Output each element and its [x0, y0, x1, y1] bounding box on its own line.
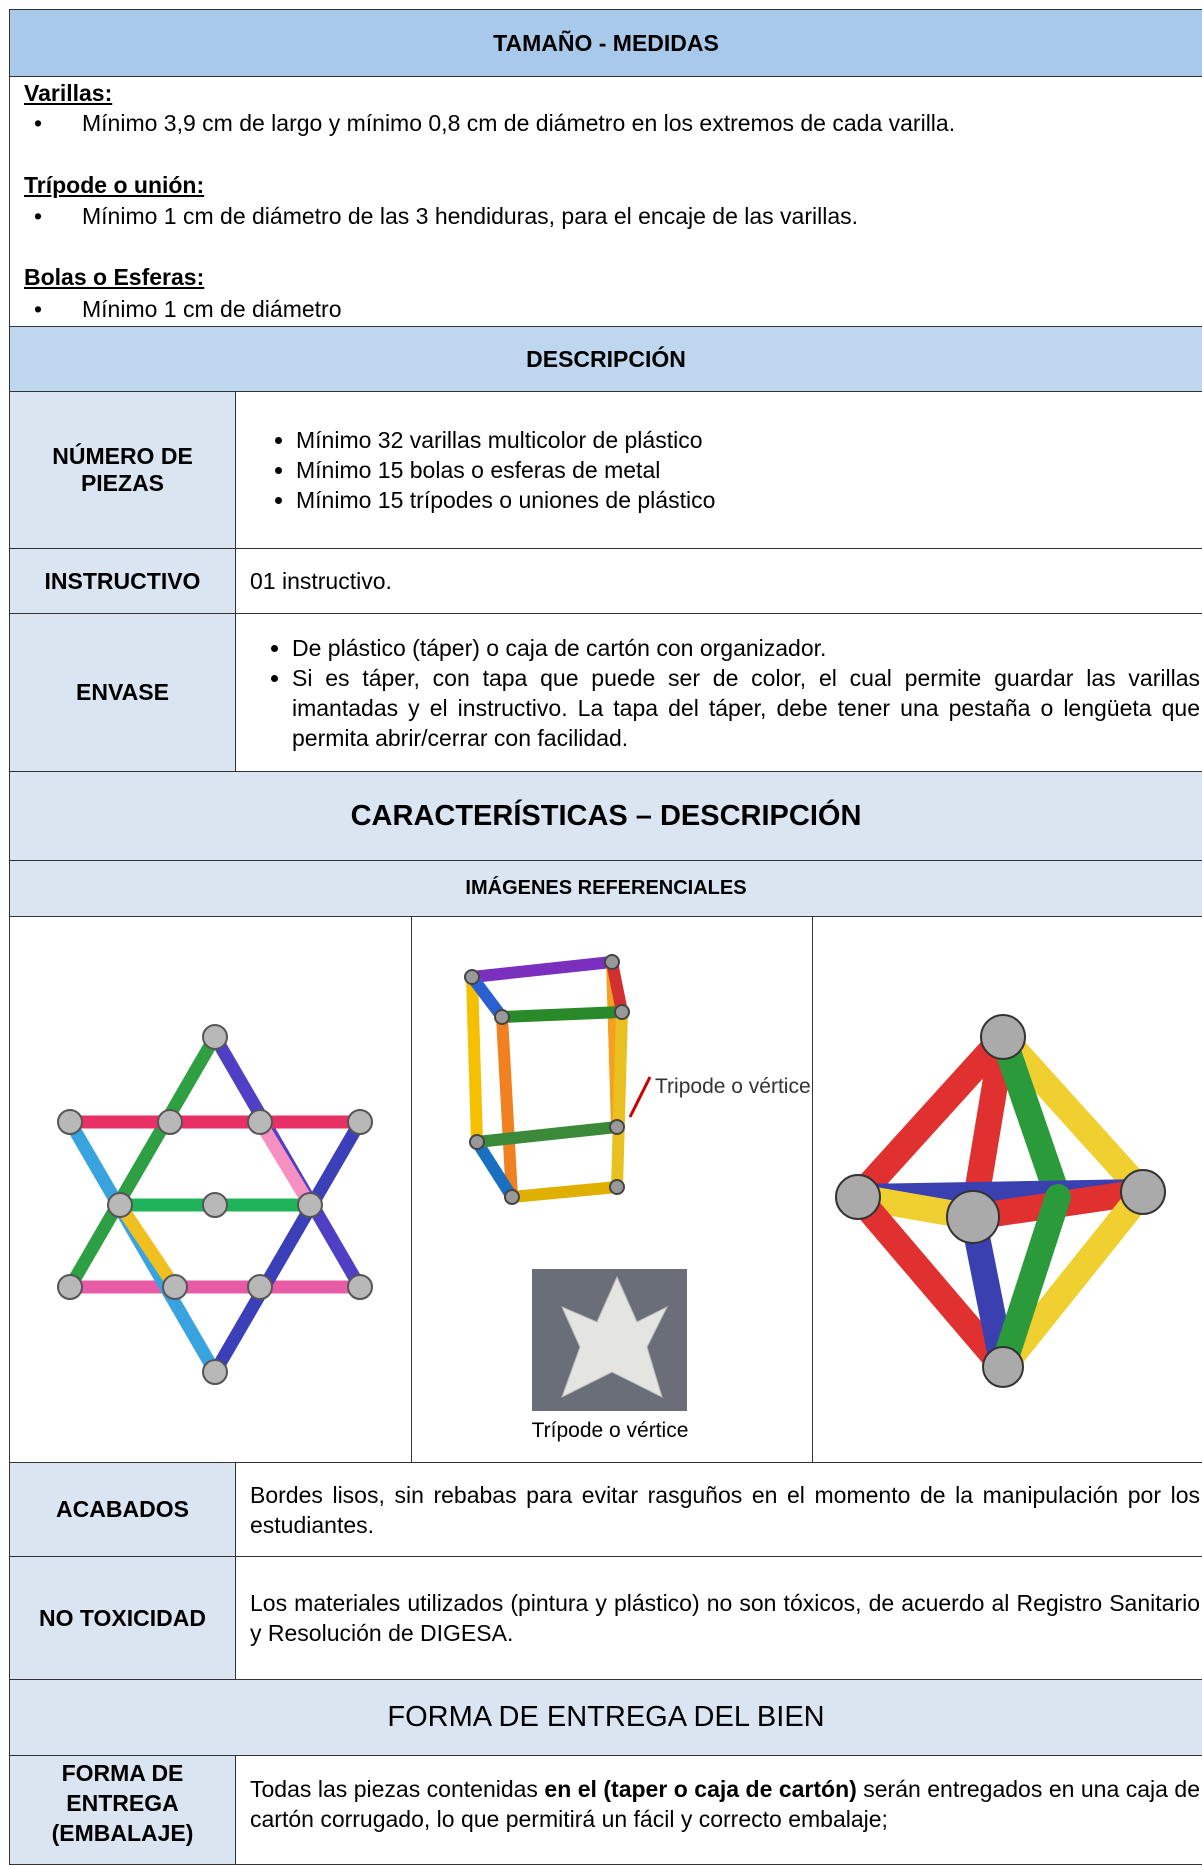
text-run: Todas las piezas contenidas: [250, 1776, 545, 1802]
image-cell: [9, 916, 412, 1463]
list-item: Mínimo 3,9 cm de largo y mínimo 0,8 cm d…: [34, 110, 955, 137]
image-cell: [812, 916, 1202, 1463]
group-heading: Varillas:: [24, 80, 113, 106]
row-text: Todas las piezas contenidas en el (taper…: [250, 1774, 1200, 1834]
star-image: [57, 1024, 373, 1385]
section-header: DESCRIPCIÓN: [9, 326, 1202, 392]
row-content: Bordes lisos, sin rebabas para evitar ra…: [235, 1462, 1202, 1557]
text-run: serán entregados en una caja de cartón c…: [250, 1776, 1200, 1832]
row-text: Bordes lisos, sin rebabas para evitar ra…: [250, 1481, 1200, 1538]
image-cell: Tripode o vértice Trípode o vértice: [411, 916, 813, 1463]
section-header: TAMAÑO - MEDIDAS: [9, 9, 1202, 77]
row-label: FORMA DE ENTREGA (EMBALAJE): [9, 1755, 236, 1865]
cube-image: Tripode o vértice Trípode o vértice: [464, 954, 811, 1442]
section-header: CARACTERÍSTICAS – DESCRIPCIÓN: [9, 771, 1202, 861]
list: De plástico (táper) o caja de cartón con…: [236, 633, 1200, 753]
list-item: Mínimo 15 bolas o esferas de metal: [296, 455, 1202, 485]
group-heading: Bolas o Esferas:: [24, 264, 205, 290]
row-label: NO TOXICIDAD: [9, 1556, 236, 1680]
octahedron-image: [835, 1014, 1166, 1388]
row-label: INSTRUCTIVO: [9, 548, 236, 614]
row-content: Los materiales utilizados (pintura y plá…: [235, 1556, 1202, 1680]
section-header: FORMA DE ENTREGA DEL BIEN: [9, 1679, 1202, 1756]
subsection-header: IMÁGENES REFERENCIALES: [9, 860, 1202, 917]
row-content: Mínimo 32 varillas multicolor de plástic…: [235, 391, 1202, 549]
size-block: Varillas: Mínimo 3,9 cm de largo y mínim…: [9, 76, 1202, 327]
group-heading: Trípode o unión:: [24, 172, 205, 198]
row-content: 01 instructivo.: [235, 548, 1202, 614]
list-item: Mínimo 1 cm de diámetro de las 3 hendidu…: [34, 203, 858, 230]
image-label: Tripode o vértice: [655, 1075, 811, 1098]
row-label: ENVASE: [9, 613, 236, 772]
image-caption: Trípode o vértice: [532, 1419, 689, 1442]
list-item: Si es táper, con tapa que puede ser de c…: [292, 663, 1200, 753]
row-text: Los materiales utilizados (pintura y plá…: [250, 1590, 1200, 1646]
row-label: NÚMERO DE PIEZAS: [9, 391, 236, 549]
row-content: Todas las piezas contenidas en el (taper…: [235, 1755, 1202, 1865]
list-item: Mínimo 1 cm de diámetro: [34, 296, 341, 323]
text-run-bold: en el (taper o caja de cartón): [544, 1776, 857, 1802]
row-content: De plástico (táper) o caja de cartón con…: [235, 613, 1202, 772]
list-item: Mínimo 32 varillas multicolor de plástic…: [296, 425, 1202, 455]
list-item: Mínimo 15 trípodes o uniones de plástico: [296, 485, 1202, 515]
list: Mínimo 32 varillas multicolor de plástic…: [250, 425, 1202, 515]
row-label: ACABADOS: [9, 1462, 236, 1557]
row-text: 01 instructivo.: [250, 568, 392, 594]
list-item: De plástico (táper) o caja de cartón con…: [292, 633, 1200, 663]
